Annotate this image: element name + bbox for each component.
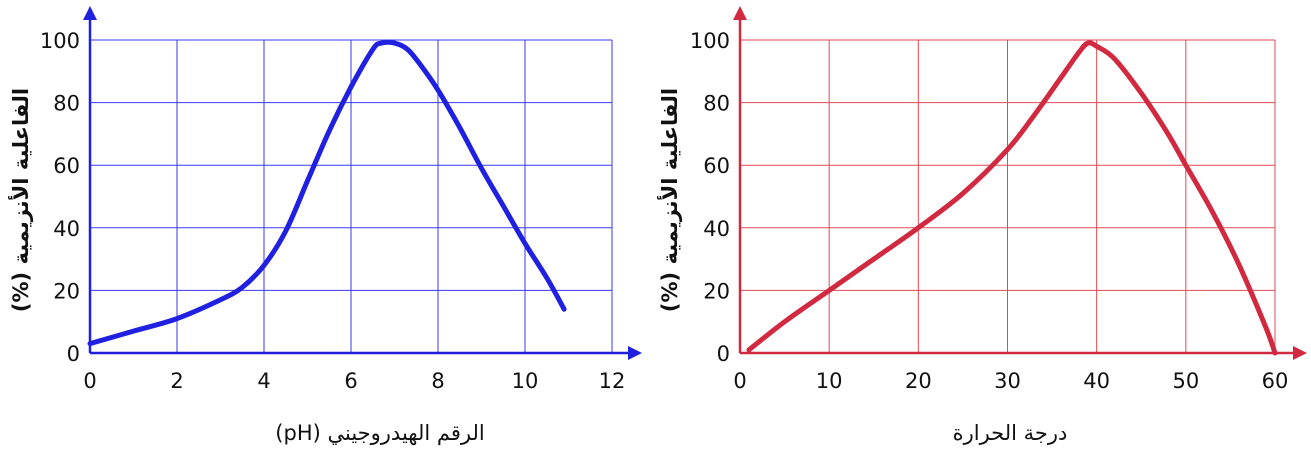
- y-tick-label: 20: [703, 279, 730, 303]
- y-tick-label: 100: [690, 29, 730, 53]
- x-tick-label: 12: [599, 369, 626, 393]
- x-axis-arrow: [1293, 346, 1307, 360]
- x-axis-arrow: [628, 346, 642, 360]
- x-tick-label: 6: [344, 369, 357, 393]
- tick-labels: 0 10 20 30 40 50 60 0 20 40 60 80 100: [690, 29, 1288, 393]
- grid-lines: [740, 39, 1276, 353]
- y-axis-arrow: [733, 6, 747, 20]
- ph-activity-chart: 0 2 4 6 8 10 12 0 20 40 60 80 100 الرقم الهيدروجيني …: [7, 6, 642, 446]
- x-tick-label: 40: [1083, 369, 1110, 393]
- x-axis-title: الرقم الهيدروجيني (pH): [275, 421, 484, 446]
- x-tick-label: 0: [733, 369, 746, 393]
- x-tick-label: 60: [1262, 369, 1289, 393]
- y-tick-label: 100: [40, 29, 80, 53]
- x-tick-label: 10: [512, 369, 539, 393]
- x-tick-label: 0: [83, 369, 96, 393]
- x-tick-label: 8: [431, 369, 444, 393]
- temperature-activity-chart: 0 10 20 30 40 50 60 0 20 40 60 80 100 درجة الحرارة ا…: [656, 6, 1307, 445]
- x-tick-label: 30: [994, 369, 1021, 393]
- y-tick-label: 40: [703, 217, 730, 241]
- y-axis-title: الفاعلية الأنزيمية (%): [7, 88, 33, 312]
- axes: [733, 6, 1307, 360]
- y-tick-label: 0: [717, 342, 730, 366]
- axes: [83, 6, 642, 360]
- y-axis-title: الفاعلية الأنزيمية (%): [656, 88, 682, 312]
- x-tick-label: 2: [170, 369, 183, 393]
- temperature-activity-line: [746, 40, 1278, 356]
- y-tick-label: 80: [53, 92, 80, 116]
- y-tick-label: 40: [53, 217, 80, 241]
- y-tick-label: 60: [53, 154, 80, 178]
- tick-labels: 0 2 4 6 8 10 12 0 20 40 60 80 100: [40, 29, 625, 393]
- ph-activity-line: [87, 39, 567, 347]
- x-tick-label: 10: [816, 369, 843, 393]
- y-tick-label: 20: [53, 279, 80, 303]
- x-tick-label: 20: [905, 369, 932, 393]
- y-tick-label: 0: [67, 342, 80, 366]
- y-tick-label: 60: [703, 154, 730, 178]
- x-tick-label: 50: [1172, 369, 1199, 393]
- x-axis-title: درجة الحرارة: [953, 421, 1068, 445]
- y-tick-label: 80: [703, 92, 730, 116]
- x-tick-label: 4: [257, 369, 270, 393]
- y-axis-arrow: [83, 6, 97, 20]
